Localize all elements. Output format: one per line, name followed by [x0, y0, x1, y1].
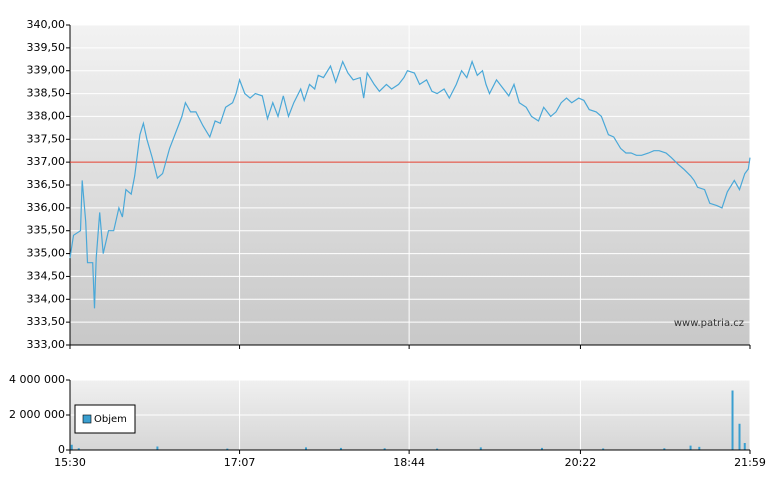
y-tick-label: 336,00: [27, 201, 66, 214]
x-tick-label: 21:59: [734, 456, 766, 469]
volume-bar: [383, 448, 386, 450]
legend-swatch: [82, 414, 92, 424]
y-tick-label: 339,50: [27, 41, 66, 54]
watermark: www.patria.cz: [674, 318, 744, 329]
y-tick-label: 2 000 000: [9, 408, 65, 421]
volume-bar: [689, 445, 692, 450]
y-tick-label: 339,00: [27, 64, 66, 77]
y-tick-label: 334,00: [27, 292, 66, 305]
volume-bar: [738, 423, 741, 450]
volume-bar: [602, 448, 605, 450]
legend-label: Objem: [94, 414, 127, 425]
volume-bar: [436, 448, 439, 450]
volume-bar: [304, 447, 307, 450]
volume-bar: [743, 443, 746, 450]
volume-bar: [663, 448, 666, 450]
y-tick-label: 338,50: [27, 87, 66, 100]
y-tick-label: 334,50: [27, 269, 66, 282]
volume-bar: [77, 448, 80, 450]
y-tick-label: 0: [58, 443, 65, 456]
y-tick-label: 337,50: [27, 132, 66, 145]
volume-bar: [156, 446, 159, 450]
x-tick-label: 17:07: [224, 456, 256, 469]
y-tick-label: 333,00: [27, 338, 66, 351]
volume-bar: [479, 447, 482, 450]
volume-bar: [731, 390, 734, 450]
x-tick-label: 18:44: [393, 456, 425, 469]
volume-bar: [70, 444, 73, 450]
volume-bar: [698, 446, 701, 450]
volume-bar: [339, 447, 342, 450]
volume-bar: [226, 448, 229, 450]
y-tick-label: 4 000 000: [9, 373, 65, 386]
x-tick-label: 20:22: [565, 456, 597, 469]
y-tick-label: 335,00: [27, 247, 66, 260]
y-tick-label: 340,00: [27, 18, 66, 31]
y-tick-label: 337,00: [27, 155, 66, 168]
volume-bar: [540, 447, 543, 450]
y-tick-label: 333,50: [27, 315, 66, 328]
y-tick-label: 336,50: [27, 178, 66, 191]
x-tick-label: 15:30: [54, 456, 86, 469]
price-line: [69, 59, 751, 309]
y-tick-label: 335,50: [27, 224, 66, 237]
y-tick-label: 338,00: [27, 109, 66, 122]
